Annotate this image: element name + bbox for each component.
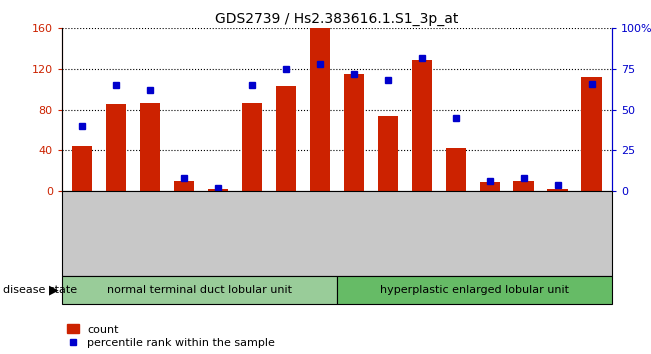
Text: ▶: ▶ — [49, 284, 59, 297]
Title: GDS2739 / Hs2.383616.1.S1_3p_at: GDS2739 / Hs2.383616.1.S1_3p_at — [215, 12, 458, 26]
Bar — [106, 104, 126, 191]
Bar — [480, 182, 500, 191]
Bar — [276, 86, 296, 191]
Text: disease state: disease state — [3, 285, 77, 295]
Legend: count, percentile rank within the sample: count, percentile rank within the sample — [68, 324, 275, 348]
Bar — [581, 77, 602, 191]
Bar — [445, 148, 466, 191]
Text: hyperplastic enlarged lobular unit: hyperplastic enlarged lobular unit — [380, 285, 569, 295]
Bar — [242, 103, 262, 191]
Bar — [140, 103, 160, 191]
Bar — [344, 74, 364, 191]
Bar — [174, 181, 194, 191]
Bar — [208, 189, 229, 191]
Text: normal terminal duct lobular unit: normal terminal duct lobular unit — [107, 285, 292, 295]
Bar — [310, 28, 330, 191]
Bar — [378, 116, 398, 191]
Bar — [514, 181, 534, 191]
Bar — [72, 147, 92, 191]
Bar — [411, 60, 432, 191]
Bar — [547, 189, 568, 191]
